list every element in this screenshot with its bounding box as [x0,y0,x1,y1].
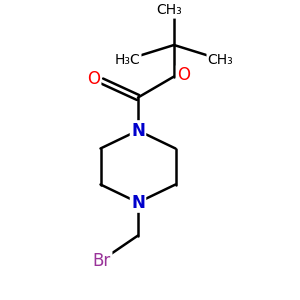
Text: Br: Br [93,252,111,270]
Text: N: N [131,122,145,140]
Text: O: O [87,70,100,88]
Text: N: N [131,194,145,211]
Text: CH₃: CH₃ [157,4,182,17]
Text: CH₃: CH₃ [208,53,233,67]
Text: H₃C: H₃C [115,53,140,67]
Text: O: O [177,66,190,84]
